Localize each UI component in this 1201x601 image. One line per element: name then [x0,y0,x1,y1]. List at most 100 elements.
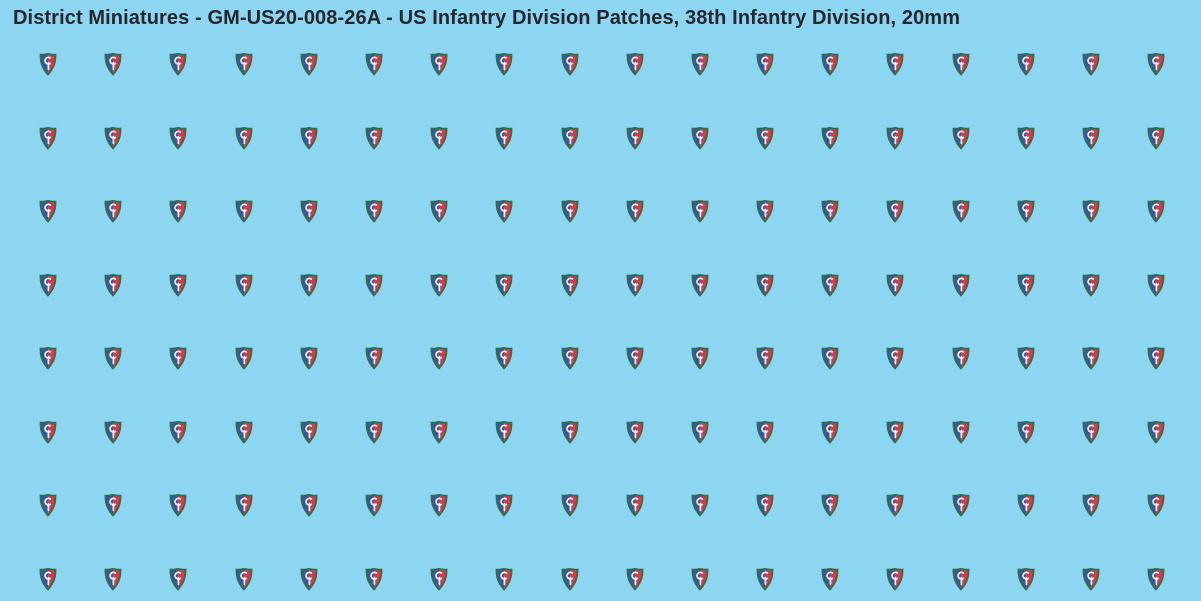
patch-cell [1146,566,1201,601]
38th-infantry-division-patch-icon [625,346,644,371]
patch-cell [690,272,755,347]
patch-cell [885,199,950,273]
patch-cell [168,566,233,601]
38th-infantry-division-patch-icon [103,346,123,371]
38th-infantry-division-patch-icon [234,493,253,518]
38th-infantry-division-patch-icon [1146,52,1166,77]
38th-infantry-division-patch-icon [169,125,188,151]
38th-infantry-division-patch-icon [1081,493,1101,518]
patch-cell [951,125,1016,200]
patch-cell [364,52,429,126]
38th-infantry-division-patch-icon [299,419,319,445]
38th-infantry-division-patch-icon [690,419,710,445]
patch-cell [820,419,885,494]
38th-infantry-division-patch-icon [1081,419,1101,445]
38th-infantry-division-patch-icon [495,346,514,371]
patch-cell [625,493,690,567]
38th-infantry-division-patch-icon [364,419,384,445]
38th-infantry-division-patch-icon [429,199,449,224]
38th-infantry-division-patch-icon [38,493,58,518]
38th-infantry-division-patch-icon [429,419,449,445]
patch-cell [429,52,494,126]
patch-cell [951,493,1016,567]
patch-cell [625,346,690,420]
38th-infantry-division-patch-icon [169,199,188,224]
38th-infantry-division-patch-icon [299,272,319,298]
38th-infantry-division-patch-icon [495,52,514,77]
38th-infantry-division-patch-icon [38,272,58,298]
38th-infantry-division-patch-icon [1016,419,1036,445]
patch-cell [429,419,494,494]
38th-infantry-division-patch-icon [103,199,123,224]
patch-cell [38,419,103,494]
38th-infantry-division-patch-icon [299,493,319,518]
38th-infantry-division-patch-icon [755,493,775,518]
patch-cell [690,419,755,494]
38th-infantry-division-patch-icon [38,199,58,224]
patch-cell [951,419,1016,494]
patch-cell [1016,125,1081,200]
patch-cell [1016,272,1081,347]
38th-infantry-division-patch-icon [169,272,188,298]
patch-cell [690,346,755,420]
38th-infantry-division-patch-icon [820,566,840,592]
patch-cell [364,566,429,601]
38th-infantry-division-patch-icon [820,346,840,371]
patch-cell [1081,566,1146,601]
38th-infantry-division-patch-icon [951,125,970,151]
patch-cell [299,52,364,126]
38th-infantry-division-patch-icon [38,346,58,371]
patch-cell [885,566,950,601]
patch-cell [1146,272,1201,347]
38th-infantry-division-patch-icon [429,566,449,592]
38th-infantry-division-patch-icon [1016,125,1036,151]
38th-infantry-division-patch-icon [625,566,644,592]
38th-infantry-division-patch-icon [1146,272,1166,298]
patch-cell [103,272,168,347]
38th-infantry-division-patch-icon [429,346,449,371]
patch-cell [1081,346,1146,420]
38th-infantry-division-patch-icon [625,493,644,518]
38th-infantry-division-patch-icon [103,419,123,445]
38th-infantry-division-patch-icon [299,125,319,151]
38th-infantry-division-patch-icon [886,566,905,592]
patch-cell [820,272,885,347]
patch-cell [690,566,755,601]
38th-infantry-division-patch-icon [1146,566,1166,592]
patch-cell [429,272,494,347]
patch-cell [755,199,820,273]
38th-infantry-division-patch-icon [690,272,710,298]
38th-infantry-division-patch-icon [951,346,970,371]
patch-cell [168,419,233,494]
38th-infantry-division-patch-icon [560,125,579,151]
38th-infantry-division-patch-icon [560,566,579,592]
38th-infantry-division-patch-icon [1146,493,1166,518]
38th-infantry-division-patch-icon [1146,419,1166,445]
38th-infantry-division-patch-icon [690,566,710,592]
patch-cell [820,493,885,567]
patch-cell [560,419,625,494]
patch-cell [1081,52,1146,126]
patch-cell [38,199,103,273]
patch-cell [1081,493,1146,567]
38th-infantry-division-patch-icon [299,566,319,592]
38th-infantry-division-patch-icon [429,272,449,298]
patch-cell [1081,125,1146,200]
38th-infantry-division-patch-icon [234,419,253,445]
38th-infantry-division-patch-icon [234,52,253,77]
patch-cell [38,125,103,200]
patch-cell [299,419,364,494]
patch-cell [755,125,820,200]
38th-infantry-division-patch-icon [886,272,905,298]
38th-infantry-division-patch-icon [103,125,123,151]
patch-cell [103,125,168,200]
patch-cell [234,493,299,567]
patch-cell [1146,346,1201,420]
38th-infantry-division-patch-icon [38,566,58,592]
patch-cell [1146,199,1201,273]
patch-cell [820,125,885,200]
patch-cell [494,346,559,420]
patch-cell [168,52,233,126]
patch-cell [38,52,103,126]
patch-cell [168,199,233,273]
